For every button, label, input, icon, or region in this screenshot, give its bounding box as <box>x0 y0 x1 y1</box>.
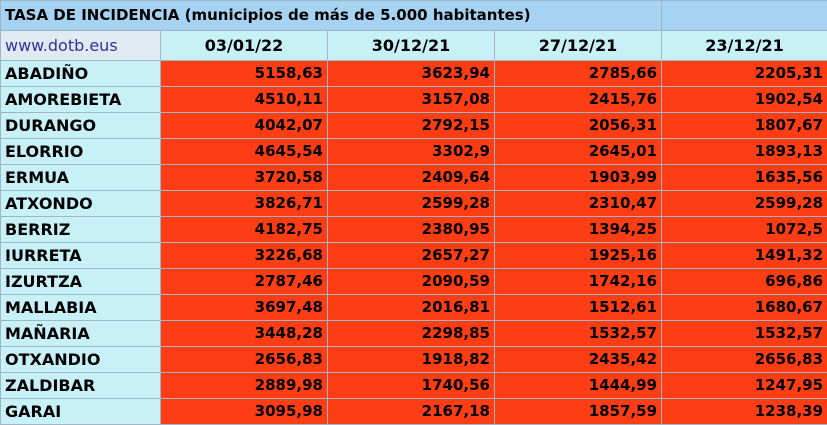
incidence-value: 2599,28 <box>662 191 827 217</box>
table-title: TASA DE INCIDENCIA (municipios de más de… <box>1 1 662 31</box>
incidence-value: 3697,48 <box>161 295 328 321</box>
incidence-value: 3448,28 <box>161 321 328 347</box>
incidence-value: 2787,46 <box>161 269 328 295</box>
incidence-value: 4510,11 <box>161 87 328 113</box>
municipality-name: IZURTZA <box>1 269 161 295</box>
incidence-value: 1918,82 <box>328 347 495 373</box>
incidence-value: 2785,66 <box>495 61 662 87</box>
incidence-value: 2167,18 <box>328 399 495 425</box>
incidence-value: 2645,01 <box>495 139 662 165</box>
incidence-value: 5158,63 <box>161 61 328 87</box>
incidence-value: 1925,16 <box>495 243 662 269</box>
incidence-value: 2435,42 <box>495 347 662 373</box>
incidence-value: 2409,64 <box>328 165 495 191</box>
municipality-name: MAÑARIA <box>1 321 161 347</box>
municipality-name: GARAI <box>1 399 161 425</box>
incidence-value: 2056,31 <box>495 113 662 139</box>
incidence-value: 2656,83 <box>662 347 827 373</box>
incidence-value: 2016,81 <box>328 295 495 321</box>
incidence-value: 1444,99 <box>495 373 662 399</box>
incidence-value: 4042,07 <box>161 113 328 139</box>
incidence-value: 3720,58 <box>161 165 328 191</box>
incidence-value: 2599,28 <box>328 191 495 217</box>
date-header-3: 27/12/21 <box>495 31 662 61</box>
incidence-value: 4645,54 <box>161 139 328 165</box>
incidence-value: 2656,83 <box>161 347 328 373</box>
date-header-2: 30/12/21 <box>328 31 495 61</box>
incidence-value: 1893,13 <box>662 139 827 165</box>
incidence-value: 1532,57 <box>495 321 662 347</box>
title-row: TASA DE INCIDENCIA (municipios de más de… <box>1 1 827 31</box>
incidence-value: 1394,25 <box>495 217 662 243</box>
incidence-value: 1903,99 <box>495 165 662 191</box>
title-blank-cell <box>662 1 827 31</box>
incidence-value: 1680,67 <box>662 295 827 321</box>
incidence-value: 3095,98 <box>161 399 328 425</box>
incidence-value: 1512,61 <box>495 295 662 321</box>
municipality-name: DURANGO <box>1 113 161 139</box>
incidence-value: 2205,31 <box>662 61 827 87</box>
incidence-value: 1635,56 <box>662 165 827 191</box>
municipality-name: MALLABIA <box>1 295 161 321</box>
incidence-value: 1807,67 <box>662 113 827 139</box>
incidence-value: 2298,85 <box>328 321 495 347</box>
incidence-value: 3157,08 <box>328 87 495 113</box>
municipality-name: AMOREBIETA <box>1 87 161 113</box>
date-header-1: 03/01/22 <box>161 31 328 61</box>
date-header-4: 23/12/21 <box>662 31 827 61</box>
municipality-name: ABADIÑO <box>1 61 161 87</box>
incidence-value: 3623,94 <box>328 61 495 87</box>
municipality-name: ATXONDO <box>1 191 161 217</box>
incidence-value: 4182,75 <box>161 217 328 243</box>
incidence-value: 1238,39 <box>662 399 827 425</box>
incidence-value: 1532,57 <box>662 321 827 347</box>
incidence-value: 2310,47 <box>495 191 662 217</box>
incidence-value: 1491,32 <box>662 243 827 269</box>
incidence-value: 2415,76 <box>495 87 662 113</box>
municipality-name: IURRETA <box>1 243 161 269</box>
incidence-value: 1072,5 <box>662 217 827 243</box>
site-link[interactable]: www.dotb.eus <box>1 31 161 61</box>
incidence-value: 2657,27 <box>328 243 495 269</box>
incidence-value: 2889,98 <box>161 373 328 399</box>
incidence-value: 1247,95 <box>662 373 827 399</box>
incidence-value: 1740,56 <box>328 373 495 399</box>
municipality-name: ERMUA <box>1 165 161 191</box>
incidence-value: 1742,16 <box>495 269 662 295</box>
municipality-name: ZALDIBAR <box>1 373 161 399</box>
incidence-value: 2090,59 <box>328 269 495 295</box>
incidence-value: 696,86 <box>662 269 827 295</box>
header-row: www.dotb.eus 03/01/22 30/12/21 27/12/21 … <box>1 31 827 61</box>
municipality-name: OTXANDIO <box>1 347 161 373</box>
incidence-value: 1857,59 <box>495 399 662 425</box>
incidence-value: 3226,68 <box>161 243 328 269</box>
municipality-name: BERRIZ <box>1 217 161 243</box>
incidence-value: 3302,9 <box>328 139 495 165</box>
incidence-value: 3826,71 <box>161 191 328 217</box>
incidence-value: 2792,15 <box>328 113 495 139</box>
municipality-name: ELORRIO <box>1 139 161 165</box>
incidence-value: 1902,54 <box>662 87 827 113</box>
incidence-value: 2380,95 <box>328 217 495 243</box>
